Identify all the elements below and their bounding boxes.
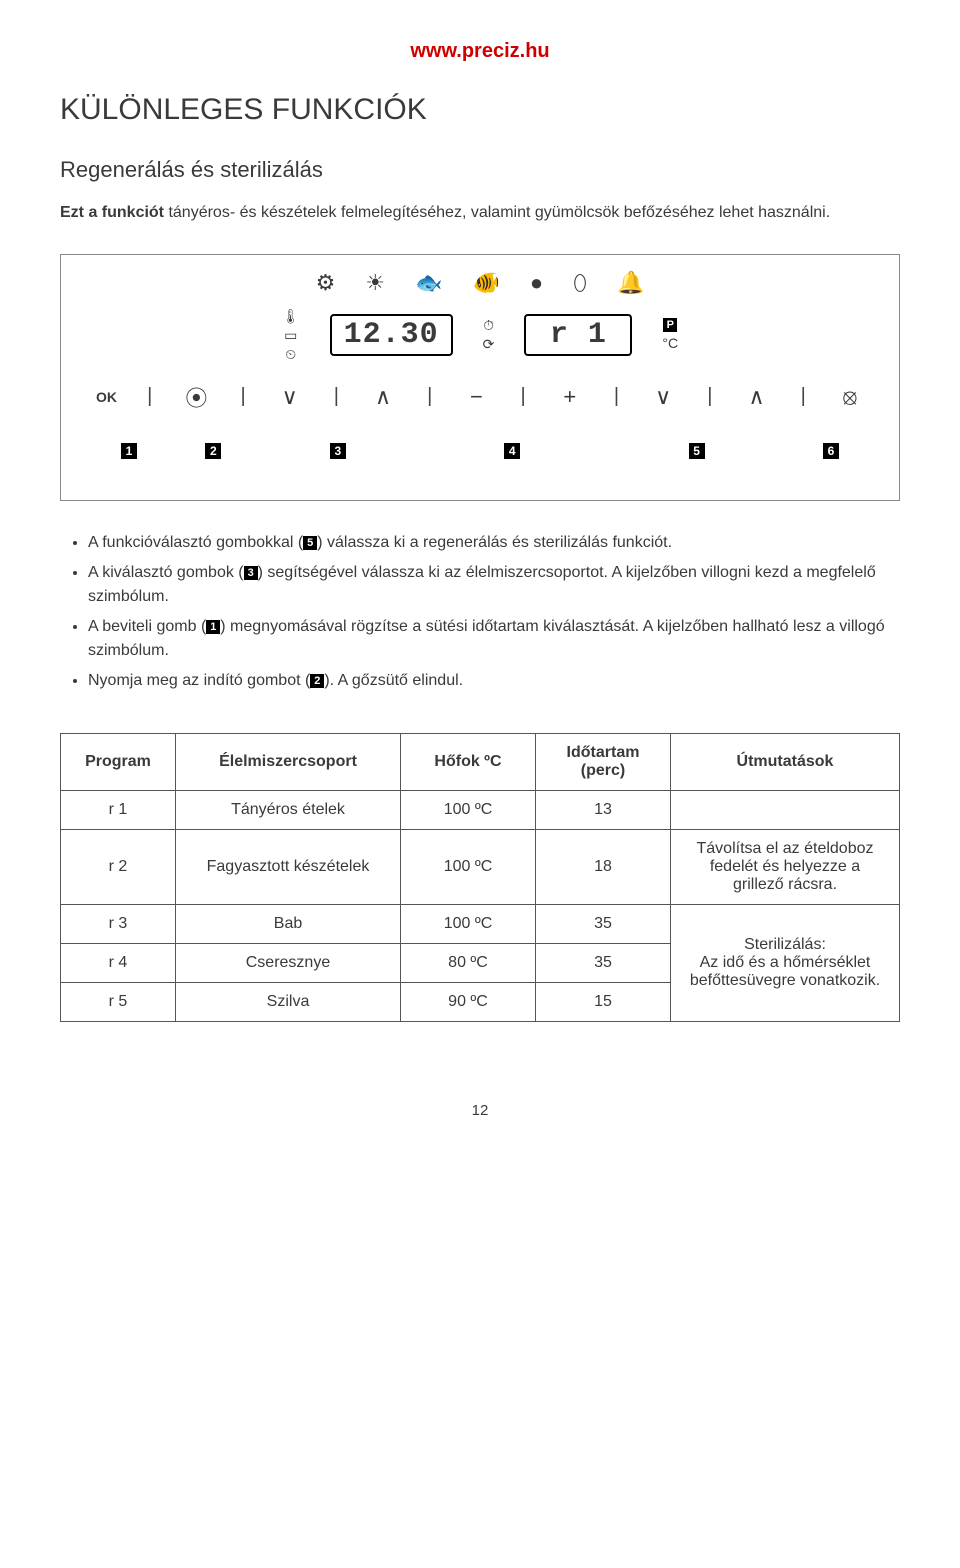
clock-display: 12.30 bbox=[330, 314, 453, 356]
bullet-post: ). A gőzsütő elindul. bbox=[324, 672, 463, 689]
display-row: 🌡 ▭ ⏲ 12.30 ⏱ ⟳ r 1 P °C bbox=[76, 308, 884, 363]
cell-temp: 100 ºC bbox=[401, 790, 536, 829]
cell-food: Szilva bbox=[176, 982, 401, 1021]
control-panel-diagram: ⚙ ☀ 🐟 🐠 ● ⬯ 🔔 🌡 ▭ ⏲ 12.30 ⏱ ⟳ r 1 P °C bbox=[60, 254, 900, 501]
table-row: r 3 Bab 100 ºC 35 Sterilizálás: Az idő é… bbox=[61, 904, 900, 943]
minus-icon: − bbox=[462, 384, 490, 410]
callout-inline: 2 bbox=[310, 674, 324, 688]
cell-temp: 80 ºC bbox=[401, 943, 536, 982]
cell-time: 18 bbox=[536, 829, 671, 904]
list-item: A beviteli gomb (1) megnyomásával rögzít… bbox=[88, 615, 900, 663]
table-header-row: Program Élelmiszercsoport Hőfok ºC Időta… bbox=[61, 733, 900, 790]
cell-prog: r 1 bbox=[61, 790, 176, 829]
callout-5: 5 bbox=[689, 443, 705, 459]
left-indicators: 🌡 ▭ ⏲ bbox=[282, 308, 300, 363]
page-subtitle: Regenerálás és sterilizálás bbox=[60, 157, 900, 183]
mode-icon: ☀ bbox=[365, 270, 385, 296]
callout-row: 1 2 3 4 5 6 bbox=[76, 443, 884, 459]
cell-prog: r 5 bbox=[61, 982, 176, 1021]
cell-prog: r 4 bbox=[61, 943, 176, 982]
down-icon: ∨ bbox=[276, 384, 304, 410]
list-item: A kiválasztó gombok (3) segítségével vál… bbox=[88, 561, 900, 609]
page-number: 12 bbox=[60, 1102, 900, 1119]
callout-1: 1 bbox=[121, 443, 137, 459]
right-indicators: P °C bbox=[662, 319, 678, 351]
cell-food: Cseresznye bbox=[176, 943, 401, 982]
intro-bold: Ezt a funkciót bbox=[60, 204, 164, 221]
cell-time: 13 bbox=[536, 790, 671, 829]
clock-icon: ⏱ bbox=[483, 317, 494, 334]
callout-4: 4 bbox=[504, 443, 520, 459]
up-icon: ∧ bbox=[743, 384, 771, 410]
temp-icon: 🌡 bbox=[282, 308, 300, 325]
up-icon: ∧ bbox=[369, 384, 397, 410]
cell-note bbox=[671, 790, 900, 829]
page-title: KÜLÖNLEGES FUNKCIÓK bbox=[60, 93, 900, 127]
bullet-pre: Nyomja meg az indító gombot ( bbox=[88, 672, 310, 689]
list-item: A funkcióválasztó gombokkal (5) válassza… bbox=[88, 531, 900, 555]
callout-3: 3 bbox=[330, 443, 346, 459]
table-row: r 1 Tányéros ételek 100 ºC 13 bbox=[61, 790, 900, 829]
bullet-pre: A beviteli gomb ( bbox=[88, 618, 206, 635]
mode-icon: 🐟 bbox=[415, 270, 442, 296]
mid-indicators: ⏱ ⟳ bbox=[483, 317, 495, 353]
instruction-list: A funkcióválasztó gombokkal (5) válassza… bbox=[60, 531, 900, 693]
callout-2: 2 bbox=[205, 443, 221, 459]
cell-food: Bab bbox=[176, 904, 401, 943]
list-item: Nyomja meg az indító gombot (2). A gőzsü… bbox=[88, 669, 900, 693]
ok-label: OK bbox=[96, 389, 117, 405]
intro-rest: tányéros- és készételek felmelegítéséhez… bbox=[164, 204, 830, 221]
cell-time: 35 bbox=[536, 943, 671, 982]
mode-icon: ⚙ bbox=[316, 270, 336, 296]
mode-icon: ⬯ bbox=[573, 270, 587, 296]
callout-6: 6 bbox=[823, 443, 839, 459]
mode-icon: ● bbox=[530, 270, 543, 296]
col-food: Élelmiszercsoport bbox=[176, 733, 401, 790]
p-icon: P bbox=[663, 318, 677, 332]
col-temp: Hőfok ºC bbox=[401, 733, 536, 790]
cell-food: Tányéros ételek bbox=[176, 790, 401, 829]
cell-prog: r 3 bbox=[61, 904, 176, 943]
program-display: r 1 bbox=[524, 314, 632, 356]
power-icon: ⦿ bbox=[182, 381, 210, 413]
col-time: Időtartam (perc) bbox=[536, 733, 671, 790]
rect-icon: ▭ bbox=[284, 327, 297, 344]
watermark-link: www.preciz.hu bbox=[60, 40, 900, 63]
plus-icon: + bbox=[556, 384, 584, 410]
cell-temp: 90 ºC bbox=[401, 982, 536, 1021]
timer-icon: ⏲ bbox=[285, 346, 296, 363]
table-row: r 2 Fagyasztott készételek 100 ºC 18 Táv… bbox=[61, 829, 900, 904]
program-table: Program Élelmiszercsoport Hőfok ºC Időta… bbox=[60, 733, 900, 1022]
cell-time: 15 bbox=[536, 982, 671, 1021]
callout-inline: 5 bbox=[303, 536, 317, 550]
button-row: OK | ⦿ | ∨ | ∧ | − | + | ∨ | ∧ | ⦻ bbox=[76, 381, 884, 413]
col-program: Program bbox=[61, 733, 176, 790]
down-icon: ∨ bbox=[649, 384, 677, 410]
cell-prog: r 2 bbox=[61, 829, 176, 904]
bullet-pre: A kiválasztó gombok ( bbox=[88, 564, 244, 581]
callout-inline: 3 bbox=[244, 566, 258, 580]
bullet-pre: A funkcióválasztó gombokkal ( bbox=[88, 534, 303, 551]
cell-temp: 100 ºC bbox=[401, 829, 536, 904]
cell-note: Távolítsa el az ételdoboz fedelét és hel… bbox=[671, 829, 900, 904]
cycle-icon: ⟳ bbox=[483, 336, 495, 353]
bullet-post: ) válassza ki a regenerálás és sterilizá… bbox=[317, 534, 672, 551]
cell-temp: 100 ºC bbox=[401, 904, 536, 943]
mode-icon: 🔔 bbox=[617, 270, 644, 296]
cell-note-merged: Sterilizálás: Az idő és a hőmérséklet be… bbox=[671, 904, 900, 1021]
mode-icon-row: ⚙ ☀ 🐟 🐠 ● ⬯ 🔔 bbox=[76, 270, 884, 296]
cell-time: 35 bbox=[536, 904, 671, 943]
degree-icon: °C bbox=[662, 335, 678, 351]
col-notes: Útmutatások bbox=[671, 733, 900, 790]
callout-inline: 1 bbox=[206, 620, 220, 634]
intro-paragraph: Ezt a funkciót tányéros- és készételek f… bbox=[60, 203, 900, 224]
stop-icon: ⦻ bbox=[836, 384, 864, 410]
cell-food: Fagyasztott készételek bbox=[176, 829, 401, 904]
mode-icon: 🐠 bbox=[472, 270, 499, 296]
